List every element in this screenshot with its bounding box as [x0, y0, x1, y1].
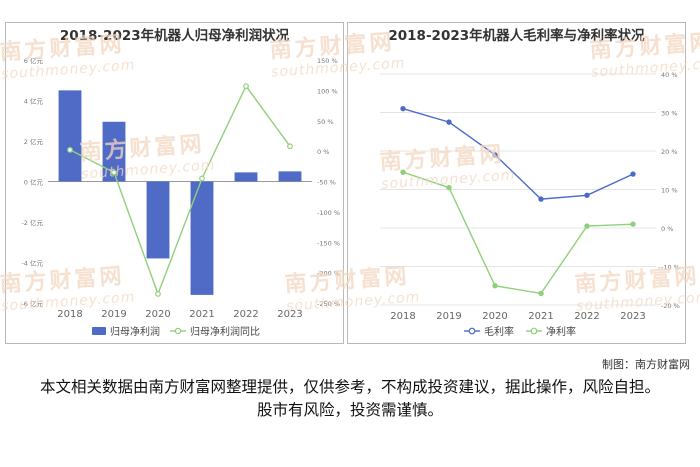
y-right-tick-label: -10 % [661, 264, 680, 272]
y-right-tick-label: 150 % [317, 57, 338, 65]
series-1-point-2023 [630, 221, 636, 227]
legend-marker-1 [530, 327, 538, 335]
y-right-tick-label: -250 % [317, 300, 340, 308]
y-right-tick-label: 0 % [661, 225, 673, 233]
bar-2019 [102, 121, 126, 182]
bar-2018 [58, 90, 82, 182]
bar-2020 [146, 181, 170, 259]
profit-chart: 6 亿元 4 亿元 2 亿元 0 亿元 -2 亿元 -4 亿元 -6 亿元 150 % 100 … [21, 56, 340, 338]
x-tick-label: 2020 [145, 309, 170, 320]
series-0-point-2019 [446, 119, 452, 125]
profit-chart-panel: 2018-2023年机器人归母净利润状况 6 亿元 4 亿元 2 亿元 0 亿元 -2 … [5, 22, 344, 344]
legend-label-0: 毛利率 [484, 325, 514, 338]
y-right-tick-label: 0 % [317, 148, 329, 156]
legend-marker-line [174, 327, 182, 335]
bar-2022 [234, 172, 258, 182]
y-left-tick-label: 6 亿元 [24, 56, 44, 65]
y-right-tick-label: -200 % [317, 270, 340, 278]
profit-chart-title: 2018-2023年机器人归母净利润状况 [59, 28, 290, 44]
y-left-tick-label: -4 亿元 [21, 259, 43, 268]
disclaimer-text: 本文相关数据由南方财富网整理提供，仅供参考，不构成投资建议，据此操作，风险自担。… [40, 378, 661, 419]
y-right-tick-label: 30 % [661, 110, 678, 118]
legend-swatch-bar [92, 327, 106, 335]
margin-chart-title: 2018-2023年机器人毛利率与净利率状况 [388, 28, 645, 44]
legend-label-bar: 归母净利润 [110, 325, 160, 338]
margin-chart-panel: 2018-2023年机器人毛利率与净利率状况 40 % 30 % 20 % 10 % 0… [347, 22, 686, 344]
legend-label-1: 净利率 [546, 325, 576, 338]
y-left-tick-label: 0 亿元 [24, 178, 44, 187]
legend-marker-0 [468, 327, 476, 335]
chart-credit: 制图：南方财富网 [602, 358, 690, 371]
x-tick-label: 2018 [57, 309, 82, 320]
series-1-point-2021 [538, 290, 544, 297]
series-line-0 [402, 108, 634, 200]
series-1-point-2019 [446, 184, 452, 191]
y-right-tick-label: -20 % [661, 302, 680, 310]
series-0-point-2018 [400, 105, 406, 112]
series-line-1 [402, 171, 634, 295]
series-1-point-2022 [584, 223, 590, 229]
x-tick-label: 2018 [390, 311, 415, 322]
yoy-point-2018 [67, 147, 73, 153]
y-right-tick-label: -150 % [317, 239, 340, 247]
y-right-tick-label: 10 % [661, 187, 678, 195]
bar-2021 [190, 181, 214, 295]
x-tick-label: 2019 [101, 309, 126, 320]
margin-chart: 40 % 30 % 20 % 10 % 0 % -10 % -20 % 2018 2019 202… [380, 71, 680, 338]
x-tick-label: 2021 [189, 309, 214, 320]
legend-label-line: 归母净利润同比 [190, 325, 260, 338]
y-right-tick-label: 50 % [317, 118, 334, 126]
y-right-tick-label: 100 % [317, 87, 338, 95]
yoy-point-2020 [155, 290, 161, 297]
series-0-point-2023 [630, 171, 636, 177]
yoy-point-2021 [199, 175, 205, 182]
series-0-point-2020 [492, 152, 498, 158]
bar-2023 [278, 171, 302, 182]
yoy-point-2019 [111, 169, 117, 176]
x-tick-label: 2021 [528, 311, 553, 322]
y-left-tick-label: 2 亿元 [24, 137, 44, 146]
series-1-point-2020 [492, 283, 498, 289]
yoy-line [69, 84, 291, 296]
x-tick-label: 2023 [620, 311, 645, 322]
y-right-tick-label: -100 % [317, 209, 340, 217]
x-tick-label: 2022 [233, 309, 258, 320]
y-right-tick-label: 40 % [661, 71, 678, 79]
y-left-tick-label: -2 亿元 [21, 218, 43, 227]
y-left-tick-label: -6 亿元 [21, 299, 43, 308]
x-tick-label: 2023 [277, 309, 302, 320]
series-0-point-2022 [584, 192, 590, 198]
yoy-point-2023 [287, 143, 293, 150]
x-tick-label: 2020 [482, 311, 507, 322]
yoy-point-2022 [243, 83, 249, 90]
x-tick-label: 2022 [574, 311, 599, 322]
y-right-tick-label: 20 % [661, 148, 678, 156]
x-tick-label: 2019 [436, 311, 461, 322]
series-1-point-2018 [400, 169, 406, 175]
y-right-tick-label: -50 % [317, 179, 336, 187]
y-left-tick-label: 4 亿元 [24, 97, 44, 106]
series-0-point-2021 [538, 196, 544, 202]
